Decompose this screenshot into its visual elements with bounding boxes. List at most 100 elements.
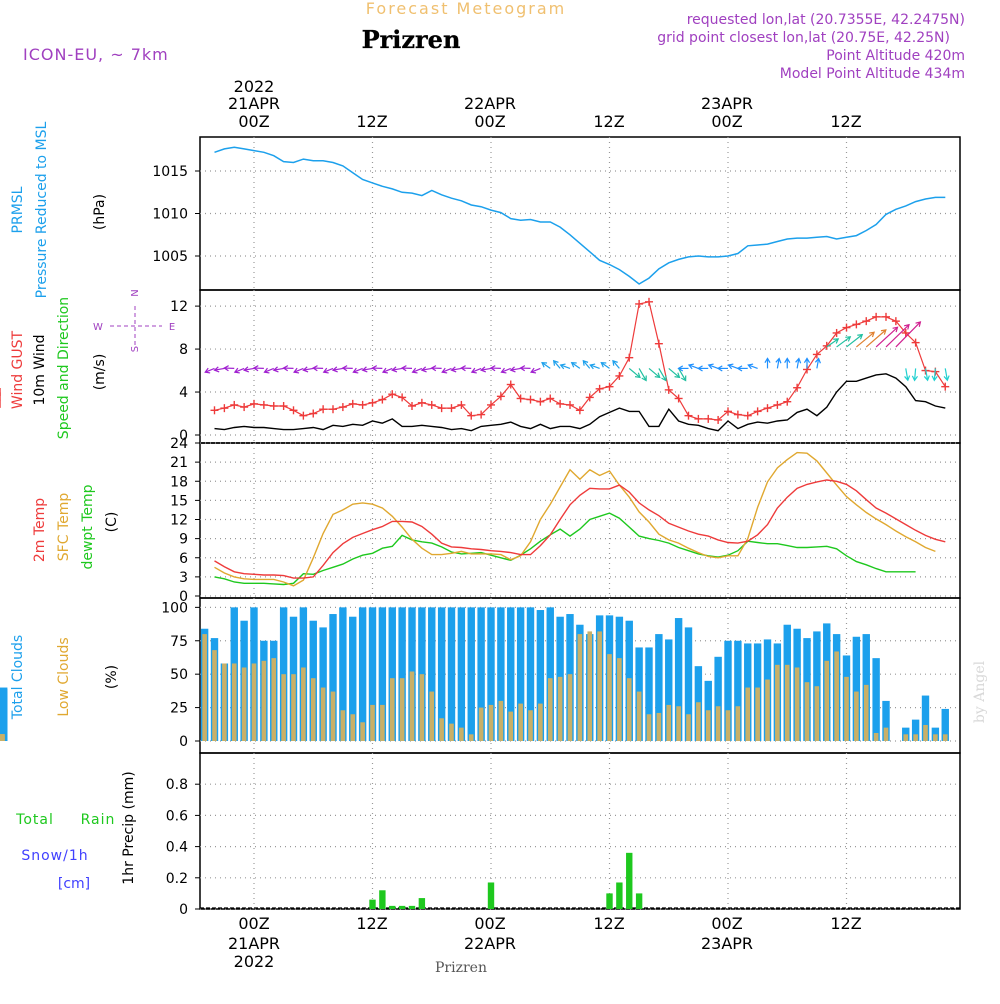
low-cloud-bar: [410, 672, 415, 741]
low-cloud-bar: [597, 631, 602, 741]
low-cloud-bar: [232, 663, 237, 741]
ytick-label-wind: 8: [179, 342, 188, 358]
ytick-label-temp: 21: [170, 455, 188, 471]
low-cloud-bar: [696, 702, 701, 741]
bottom-hour-1: 12Z: [356, 914, 387, 933]
ytick-label-temp: 3: [179, 570, 188, 586]
top-hour-1: 12Z: [356, 112, 387, 131]
top-hour-2: 00Z: [474, 112, 505, 131]
low-cloud-bar: [785, 665, 790, 741]
compass-south: S: [130, 346, 141, 352]
low-cloud-bar: [903, 734, 908, 741]
low-cloud-bar: [627, 678, 632, 741]
top-date-0: 21APR: [228, 94, 280, 113]
low-cloud-bar: [420, 674, 425, 741]
wind-direction-arrow: [876, 327, 897, 347]
low-cloud-bar: [291, 674, 296, 741]
low-cloud-bar: [558, 677, 563, 741]
ytick-label-temp: 24: [170, 436, 188, 452]
bottom-date-0: 21APR: [228, 934, 280, 953]
pressure-label-1: PRMSL: [10, 186, 26, 233]
low-cloud-bar: [795, 667, 800, 741]
low-cloud-bar: [301, 667, 306, 741]
low-cloud-bar: [469, 734, 474, 741]
wind-dir-label: Speed and Direction: [56, 297, 72, 439]
low-cloud-bar: [360, 722, 365, 741]
grid-point-coords: grid point closest lon,lat (20.75E, 42.2…: [657, 30, 950, 46]
rain-bar: [626, 853, 632, 909]
rain-bar: [616, 882, 622, 909]
low-clouds-label: Low Clouds: [56, 637, 72, 716]
low-cloud-bar: [528, 710, 533, 741]
low-cloud-bar: [341, 710, 346, 741]
pressure-unit: (hPa): [92, 194, 108, 230]
ytick-label-precip: 0.2: [166, 871, 188, 887]
temp-unit: (C): [104, 512, 120, 533]
low-cloud-bar: [923, 725, 928, 741]
low-cloud-bar: [0, 736, 5, 741]
rain-bar: [409, 906, 415, 909]
low-cloud-bar: [755, 688, 760, 741]
rain-bar: [389, 906, 395, 909]
footer-station: Prizren: [435, 960, 487, 976]
ytick-label-clouds: 0: [179, 734, 188, 750]
ytick-label-precip: 0.6: [166, 808, 188, 824]
rain-bar: [369, 900, 375, 909]
temp-label: 2m Temp: [32, 498, 48, 562]
point-altitude: Point Altitude 420m: [826, 48, 965, 64]
low-cloud-bar: [429, 692, 434, 741]
low-cloud-bar: [459, 728, 464, 741]
low-cloud-bar: [736, 706, 741, 741]
low-cloud-bar: [350, 714, 355, 741]
rain-bar: [636, 893, 642, 909]
low-cloud-bar: [765, 680, 770, 741]
total-cloud-bar: [448, 607, 455, 741]
low-cloud-bar: [745, 688, 750, 741]
low-cloud-bar: [489, 705, 494, 741]
clouds-unit: (%): [104, 665, 120, 689]
low-cloud-bar: [676, 706, 681, 741]
low-cloud-bar: [666, 705, 671, 741]
bottom-hour-4: 00Z: [711, 914, 742, 933]
low-cloud-bar: [864, 685, 869, 741]
top-hour-0: 00Z: [238, 112, 269, 131]
low-cloud-bar: [607, 654, 612, 741]
compass-east: E: [169, 322, 175, 333]
rain-bar: [606, 893, 612, 909]
bottom-date-2: 23APR: [701, 934, 753, 953]
dewpt-line: [215, 513, 916, 584]
low-cloud-bar: [262, 661, 267, 741]
low-cloud-bar: [686, 714, 691, 741]
low-cloud-bar: [252, 663, 257, 741]
low-cloud-bar: [499, 701, 504, 741]
wind-label: 10m Wind: [32, 334, 48, 405]
bottom-hour-2: 00Z: [474, 914, 505, 933]
low-cloud-bar: [824, 661, 829, 741]
ytick-label-wind: 4: [179, 385, 188, 401]
ytick-label-clouds: 75: [170, 634, 188, 650]
sfc-temp-label: SFC Temp: [56, 493, 72, 562]
ytick-label-temp: 18: [170, 474, 188, 490]
precip-axis-label: 1hr Precip (mm): [121, 771, 137, 884]
ytick-label-clouds: 50: [170, 667, 188, 683]
station-title: Prizren: [362, 25, 461, 54]
low-cloud-bar: [380, 705, 385, 741]
low-cloud-bar: [321, 688, 326, 741]
low-cloud-bar: [726, 710, 731, 741]
rain-bar: [379, 890, 385, 909]
precip-cm-label: [cm]: [58, 876, 90, 892]
total-clouds-label: Total Clouds: [10, 635, 26, 720]
low-cloud-bar: [844, 677, 849, 741]
low-cloud-bar: [568, 674, 573, 741]
total-cloud-bar: [458, 607, 465, 741]
low-cloud-bar: [538, 704, 543, 741]
panel-frame-5: [200, 753, 960, 909]
compass-north: N: [130, 289, 141, 296]
low-cloud-bar: [242, 667, 247, 741]
ytick-label-temp: 12: [170, 513, 188, 529]
bottom-date-1: 22APR: [464, 934, 516, 953]
low-cloud-bar: [805, 682, 810, 741]
ytick-label-clouds: 25: [170, 701, 188, 717]
low-cloud-bar: [508, 712, 513, 741]
